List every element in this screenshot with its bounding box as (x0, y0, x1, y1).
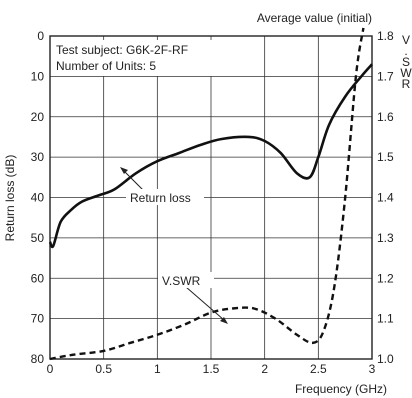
vswr-arrowhead (220, 317, 228, 324)
right-tick-label: 1.6 (377, 110, 394, 124)
right-tick-label: 1.0 (377, 352, 394, 366)
right-tick-label: 1.7 (377, 69, 394, 83)
annotation-box: Test subject: G6K-2F-RF Number of Units:… (54, 40, 214, 76)
annotation-units: Number of Units: 5 (56, 59, 156, 73)
left-tick-label: 30 (31, 150, 45, 164)
left-tick-label: 10 (31, 69, 45, 83)
x-tick-label: 0.5 (95, 362, 112, 376)
return-loss-arrowhead (120, 167, 128, 174)
left-tick-label: 60 (31, 271, 45, 285)
vswr-line (49, 27, 365, 361)
right-tick-label: 1.4 (377, 191, 394, 205)
x-tick-label: 1.5 (203, 362, 220, 376)
return-loss-line (48, 63, 373, 249)
plot-frame (49, 35, 373, 360)
left-tick-label: 80 (31, 352, 45, 366)
return-loss-arrow (123, 170, 146, 193)
x-axis-label: Frequency (GHz) (295, 382, 387, 396)
return-loss-callout: Return loss (120, 167, 204, 205)
left-tick-label: 40 (31, 191, 45, 205)
x-tick-label: 3 (369, 362, 376, 376)
vswr-arrow (185, 286, 225, 321)
x-tick-label: 2 (261, 362, 268, 376)
left-axis-label: Return loss (dB) (3, 155, 17, 242)
return-loss-label: Return loss (130, 191, 191, 205)
right-tick-label: 1.8 (377, 29, 394, 43)
left-tick-label: 20 (31, 110, 45, 124)
right-tick-label: 1.5 (377, 150, 394, 164)
left-tick-label: 70 (31, 312, 45, 326)
chart-title: Average value (initial) (257, 11, 372, 25)
right-tick-label: 1.1 (377, 312, 394, 326)
vswr-callout: V.SWR (158, 272, 228, 324)
x-tick-label: 1 (154, 362, 161, 376)
right-tick-label: 1.3 (377, 231, 394, 245)
left-tick-label: 50 (31, 231, 45, 245)
annotation-background (54, 40, 214, 76)
return-loss-label-bg (126, 189, 204, 205)
series-group (48, 27, 373, 361)
x-tick-label: 0 (47, 362, 54, 376)
right-tick-label: 1.2 (377, 271, 394, 285)
annotation-subject: Test subject: G6K-2F-RF (56, 43, 188, 57)
grid-lines (50, 36, 372, 359)
left-tick-label: 0 (37, 29, 44, 43)
vswr-label-bg (158, 272, 214, 288)
x-tick-label: 2.5 (310, 362, 327, 376)
vswr-label: V.SWR (162, 274, 201, 288)
